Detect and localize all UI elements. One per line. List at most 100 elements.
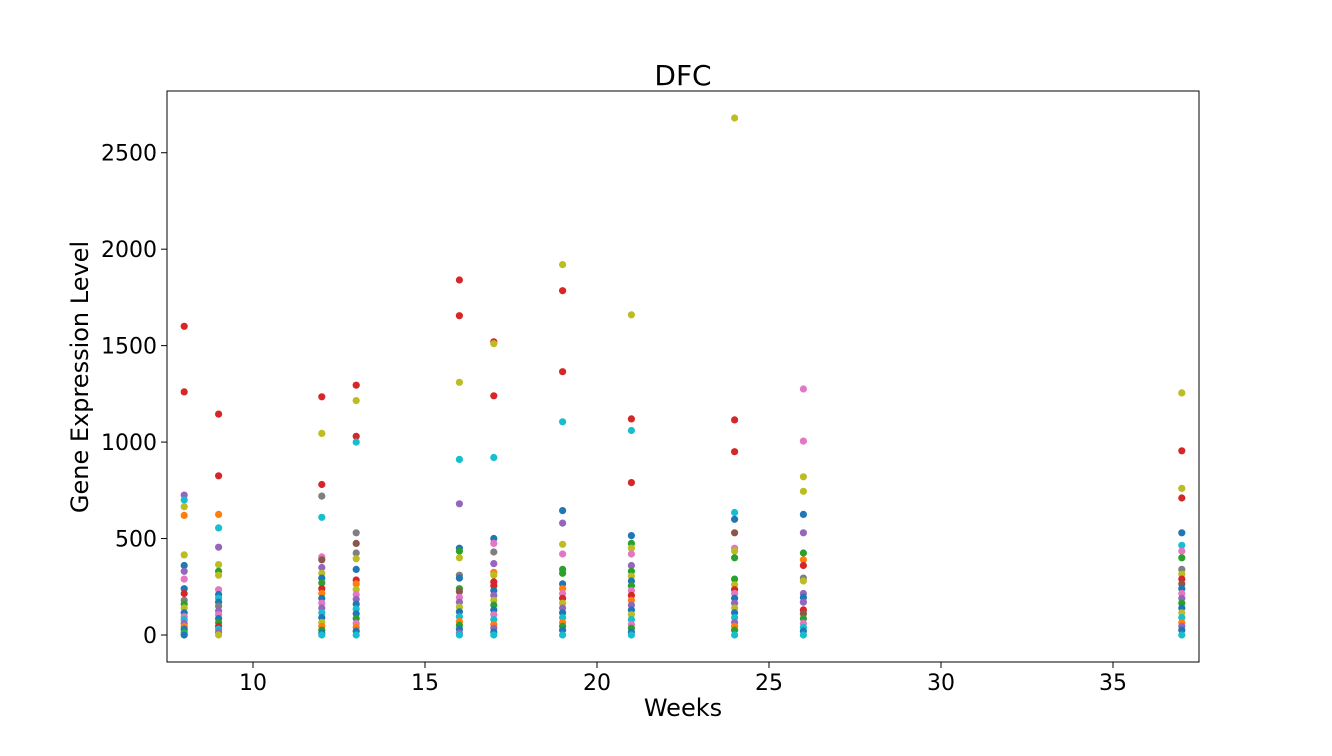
- data-point: [627, 561, 636, 570]
- y-tick-label: 1500: [101, 335, 157, 360]
- data-point: [318, 631, 326, 639]
- data-point: [627, 544, 636, 552]
- data-point: [799, 473, 808, 481]
- data-point: [455, 547, 463, 555]
- data-point: [215, 631, 223, 639]
- data-point: [352, 555, 360, 563]
- data-point: [455, 312, 463, 320]
- data-point: [352, 432, 360, 440]
- data-point: [731, 416, 739, 424]
- data-point: [455, 554, 463, 562]
- y-axis-label: Gene Expression Level: [66, 241, 94, 513]
- data-point: [627, 631, 636, 639]
- y-tick-label: 2500: [101, 142, 157, 167]
- data-point: [180, 551, 188, 559]
- data-point: [627, 532, 636, 540]
- x-tick-label: 10: [239, 671, 267, 696]
- points-layer: [180, 114, 1186, 639]
- data-point: [731, 554, 739, 562]
- data-point: [1178, 484, 1186, 492]
- data-point: [455, 631, 463, 639]
- data-point: [352, 397, 360, 405]
- data-point: [180, 511, 188, 519]
- data-point: [352, 631, 360, 639]
- data-point: [352, 529, 360, 537]
- y-tick-label: 500: [115, 528, 157, 553]
- data-point: [180, 575, 188, 583]
- data-point: [352, 580, 360, 588]
- data-point: [180, 322, 188, 330]
- data-point: [627, 479, 636, 487]
- data-point: [559, 540, 567, 548]
- chart-title: DFC: [654, 59, 711, 92]
- y-axis: 0 500 1000 1500 2000 2500: [101, 142, 167, 649]
- data-point: [180, 496, 188, 504]
- data-point: [490, 631, 498, 639]
- data-point: [799, 385, 808, 393]
- data-point: [455, 500, 463, 508]
- data-point: [1178, 494, 1186, 502]
- data-point: [1178, 529, 1186, 537]
- data-point: [799, 437, 808, 445]
- data-point: [352, 565, 360, 574]
- data-point: [490, 453, 498, 462]
- data-point: [215, 410, 223, 418]
- data-point: [318, 563, 326, 572]
- data-point: [731, 529, 739, 537]
- data-point: [1178, 447, 1186, 455]
- data-point: [559, 550, 567, 558]
- x-tick-label: 25: [755, 671, 783, 696]
- data-point: [180, 631, 188, 639]
- data-point: [215, 571, 223, 579]
- x-tick-label: 20: [583, 671, 611, 696]
- data-point: [559, 569, 567, 577]
- data-point: [455, 588, 463, 596]
- data-point: [180, 589, 188, 598]
- data-point: [799, 487, 808, 495]
- data-point: [318, 480, 326, 489]
- x-tick-label: 15: [411, 671, 439, 696]
- data-point: [455, 574, 463, 582]
- data-point: [559, 631, 567, 639]
- data-point: [731, 547, 739, 555]
- data-point: [215, 543, 223, 551]
- data-point: [627, 311, 636, 319]
- data-point: [318, 579, 326, 587]
- data-point: [455, 378, 463, 386]
- x-axis: 10 15 20 25 30 35: [239, 662, 1127, 696]
- data-point: [799, 561, 808, 570]
- data-point: [318, 556, 326, 564]
- data-point: [731, 575, 739, 583]
- data-point: [1178, 389, 1186, 397]
- data-point: [352, 539, 360, 548]
- y-tick-label: 2000: [101, 238, 157, 263]
- data-point: [318, 393, 326, 401]
- data-point: [731, 508, 739, 517]
- data-point: [180, 567, 188, 575]
- data-point: [799, 598, 808, 606]
- data-point: [180, 503, 188, 511]
- data-point: [559, 368, 567, 376]
- plot-frame: [166, 90, 1200, 663]
- data-point: [490, 392, 498, 400]
- data-point: [490, 548, 498, 556]
- data-point: [352, 549, 360, 557]
- data-point: [180, 388, 188, 396]
- data-point: [215, 561, 223, 569]
- x-tick-label: 35: [1099, 671, 1127, 696]
- data-point: [1178, 554, 1186, 562]
- data-point: [490, 571, 498, 579]
- x-tick-label: 30: [927, 671, 955, 696]
- data-point: [490, 340, 498, 348]
- data-point: [559, 418, 567, 426]
- data-point: [455, 276, 463, 284]
- data-point: [1178, 631, 1186, 639]
- data-point: [1178, 547, 1186, 555]
- data-point: [318, 513, 326, 521]
- data-point: [799, 577, 808, 585]
- data-point: [318, 492, 326, 500]
- data-point: [731, 114, 739, 122]
- data-point: [799, 529, 808, 537]
- data-point: [627, 415, 636, 423]
